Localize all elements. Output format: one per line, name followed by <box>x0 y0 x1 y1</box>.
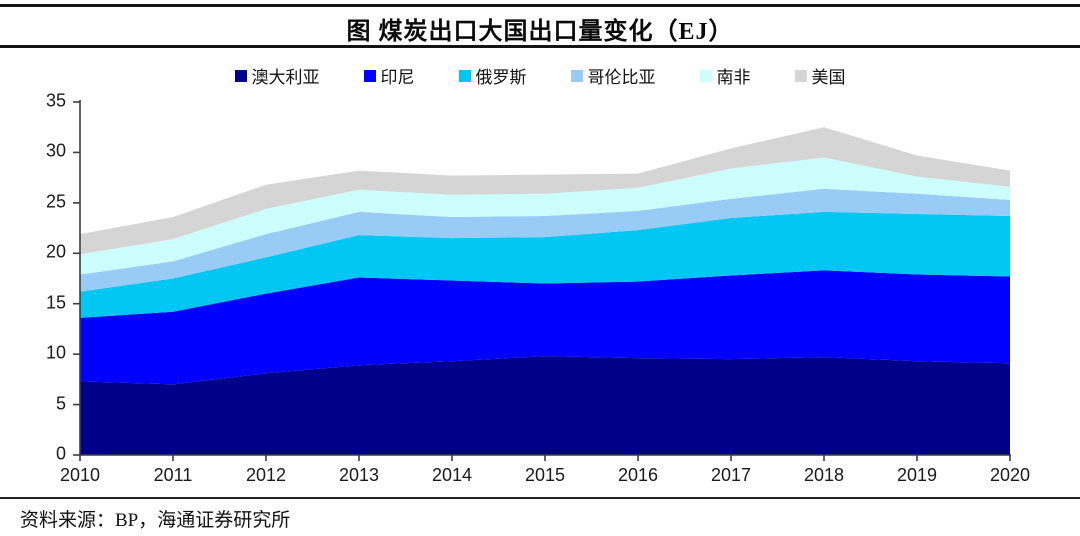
chart-title: 图 煤炭出口大国出口量变化（EJ） <box>346 19 734 45</box>
x-axis-tick-label: 2012 <box>245 465 287 485</box>
y-axis-tick-label: 35 <box>45 90 66 111</box>
area-colombia <box>80 188 1010 292</box>
y-axis-tick-label: 15 <box>45 292 66 313</box>
x-axis-tick-label: 2020 <box>989 465 1031 485</box>
x-axis-tick-label: 2018 <box>803 465 845 485</box>
y-axis-tick-label: 5 <box>55 393 66 414</box>
area-russia <box>80 211 1010 318</box>
legend-label-south-africa: 南非 <box>716 68 751 87</box>
legend-item-indonesia: 印尼 <box>363 63 415 88</box>
legend-label-indonesia: 印尼 <box>380 68 415 87</box>
x-axis-tick-label: 2016 <box>617 465 659 485</box>
chart-legend: 澳大利亚 印尼 俄罗斯 哥伦比亚 南非 美国 <box>0 63 1080 88</box>
y-axis-tick-label: 30 <box>45 141 66 162</box>
legend-label-usa: 美国 <box>811 68 846 87</box>
area-australia <box>80 356 1010 455</box>
y-axis-tick-label: 10 <box>45 342 66 363</box>
legend-swatch-russia <box>458 69 471 82</box>
area-usa <box>80 127 1010 255</box>
source-rule <box>0 497 1080 499</box>
x-axis-tick-label: 2013 <box>338 465 380 485</box>
source-note: 资料来源：BP，海通证券研究所 <box>20 510 291 531</box>
x-axis-tick-label: 2010 <box>59 465 101 485</box>
y-axis-tick-label: 20 <box>45 241 66 262</box>
x-axis-tick-label: 2014 <box>431 465 473 485</box>
legend-swatch-colombia <box>570 69 583 82</box>
legend-label-colombia: 哥伦比亚 <box>587 68 656 87</box>
legend-item-russia: 俄罗斯 <box>458 63 527 88</box>
legend-item-usa: 美国 <box>794 63 846 88</box>
area-indonesia <box>80 270 1010 385</box>
legend-swatch-south-africa <box>699 69 712 82</box>
title-bottom-rule <box>0 45 1080 48</box>
legend-swatch-usa <box>794 69 807 82</box>
legend-label-australia: 澳大利亚 <box>251 68 320 87</box>
legend-item-south-africa: 南非 <box>699 63 751 88</box>
legend-label-russia: 俄罗斯 <box>475 68 527 87</box>
area-south-africa <box>80 157 1010 275</box>
x-axis-tick-label: 2019 <box>896 465 938 485</box>
y-axis-tick-label: 25 <box>45 191 66 212</box>
x-axis-tick-label: 2015 <box>524 465 566 485</box>
y-axis-tick-label: 0 <box>55 443 66 464</box>
top-rule <box>0 4 1080 7</box>
legend-swatch-indonesia <box>363 69 376 82</box>
legend-swatch-australia <box>234 69 247 82</box>
legend-item-australia: 澳大利亚 <box>234 63 320 88</box>
x-axis-tick-label: 2017 <box>710 465 752 485</box>
legend-item-colombia: 哥伦比亚 <box>570 63 656 88</box>
x-axis-tick-label: 2011 <box>153 465 193 485</box>
